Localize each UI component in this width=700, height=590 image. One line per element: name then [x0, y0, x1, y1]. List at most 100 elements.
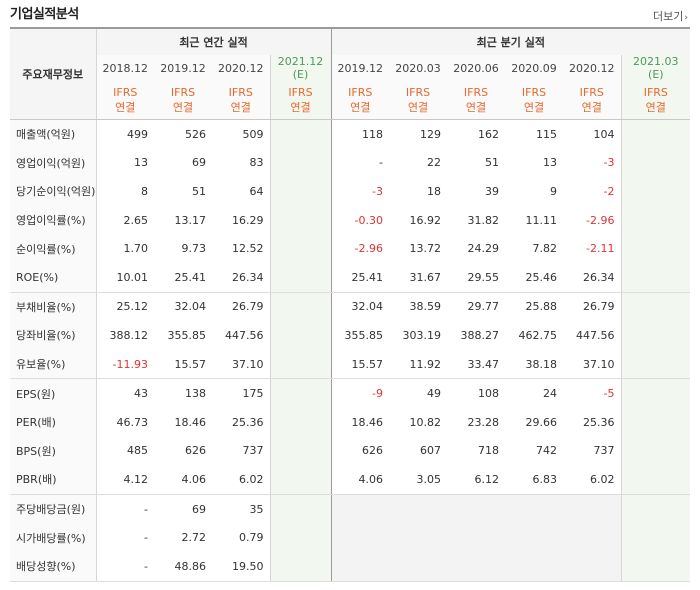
table-row: 부채비율(%) 25.12 32.04 26.79 32.04 38.59 29.77 25.… [10, 292, 691, 322]
value-cell: 25.41 [154, 262, 212, 293]
row-label: 유보율(%) [10, 349, 96, 380]
value-cell: 26.79 [583, 300, 615, 314]
ifrs-label: IFRS [170, 86, 196, 99]
value-cell [620, 148, 691, 178]
value-cell: - [95, 551, 154, 582]
value-cell: 742 [536, 444, 558, 458]
value-cell [505, 523, 564, 552]
value-cell: 9.73 [181, 242, 207, 256]
value-cell: 29.66 [525, 415, 558, 429]
value-cell: -9 [330, 378, 390, 408]
value-cell [447, 551, 506, 582]
value-cell: 29.77 [467, 300, 500, 314]
value-cell: 129 [420, 127, 442, 141]
value-cell: 118 [330, 119, 390, 149]
period-label: 2020.12 [218, 61, 264, 75]
more-link-label: 더보기 [653, 10, 684, 23]
quarter-period-1: 2020.03 [389, 55, 448, 81]
value-cell: -0.30 [330, 205, 390, 235]
value-cell: 18.46 [174, 415, 207, 429]
table-row: BPS(원) 485 626 737 626 607 718 742 737 [10, 436, 691, 466]
value-cell: 69 [192, 156, 206, 170]
value-cell: 25.41 [330, 262, 390, 293]
value-cell: 607 [420, 444, 442, 458]
value-cell: 33.47 [447, 349, 506, 380]
more-link[interactable]: 더보기› [653, 8, 688, 24]
value-cell [620, 321, 691, 350]
value-cell [269, 378, 332, 408]
value-cell [620, 465, 691, 495]
table-row: 배당성향(%) -48.86 19.50 [10, 551, 691, 582]
value-cell: 51 [485, 156, 500, 170]
value-cell: 43 [95, 378, 154, 408]
value-cell: 115 [536, 127, 558, 141]
value-cell: 32.04 [174, 300, 207, 314]
value-cell: 13.17 [174, 213, 207, 227]
period-label: 2020.03 [395, 61, 441, 75]
value-cell: 626 [185, 444, 206, 458]
value-cell: 718 [478, 444, 500, 458]
value-cell: 626 [330, 436, 390, 466]
value-cell: 462.75 [518, 328, 558, 342]
value-cell [269, 523, 332, 552]
row-label: BPS(원) [10, 436, 96, 466]
table-row: 영업이익률(%) 2.65 13.17 16.29 -0.30 16.92 31.82 11.… [10, 205, 691, 235]
value-cell: 24.29 [467, 242, 500, 256]
value-cell: 13 [543, 156, 558, 170]
value-cell: 0.79 [239, 531, 264, 545]
value-cell [269, 436, 332, 466]
ifrs-label: IFRS [643, 86, 668, 99]
value-cell: 48.86 [154, 551, 212, 582]
value-cell: 29.55 [447, 262, 506, 293]
value-cell [269, 205, 332, 235]
period-label: 2018.12 [102, 61, 149, 75]
row-label: PER(배) [10, 407, 96, 437]
value-cell: -3 [330, 177, 390, 206]
table-row: EPS(원) 43 138 175 -9 49 108 24 -5 [10, 378, 691, 408]
period-label: 2021.03 [633, 55, 679, 68]
value-cell [620, 119, 691, 149]
value-cell [620, 436, 691, 466]
quarter-period-3: 2020.09 [505, 55, 564, 81]
table-row: PBR(배) 4.12 4.06 6.02 4.06 3.05 6.12 6.83 6.02 [10, 465, 691, 495]
value-cell: 11.11 [525, 213, 558, 227]
value-cell: 355.85 [330, 321, 390, 350]
table-row: PER(배) 46.73 18.46 25.36 18.46 10.82 23.28 29.6… [10, 407, 691, 437]
ifrs-label: IFRS [521, 86, 547, 99]
value-cell: 7.82 [532, 242, 558, 256]
value-cell: -11.93 [95, 349, 154, 380]
value-cell [269, 551, 332, 582]
value-cell: 25.12 [95, 292, 154, 322]
table-row: 유보율(%) -11.93 15.57 37.10 15.57 11.92 33.47 38.… [10, 349, 691, 380]
label-column-header: 주요재무정보 [10, 27, 96, 120]
estimate-mark: (E) [292, 68, 309, 81]
value-cell: 15.57 [154, 349, 212, 380]
annual-period-0: 2018.12 [95, 55, 154, 81]
table-row: 매출액(억원) 499 526 509 118 129 162 115 104 [10, 119, 691, 149]
ifrs-label: IFRS [405, 86, 431, 99]
value-cell [330, 523, 390, 552]
value-cell: 6.02 [212, 465, 270, 495]
value-cell: 388.12 [95, 321, 154, 350]
value-cell [620, 494, 691, 524]
value-cell: 303.19 [402, 328, 442, 342]
ifrs-label: IFRS [348, 86, 373, 99]
value-cell [620, 205, 691, 235]
accounting-basis-quarter-5: IFRS 연결 [620, 81, 691, 120]
value-cell [447, 494, 506, 524]
value-cell [269, 321, 332, 350]
consolidated-label: 연결 [350, 101, 371, 114]
value-cell [620, 234, 691, 263]
table-row: 주당배당금(원) - 69 35 [10, 494, 691, 524]
row-label: EPS(원) [10, 378, 96, 408]
ifrs-label: IFRS [228, 86, 253, 99]
value-cell: 526 [185, 127, 206, 141]
value-cell: 64 [249, 184, 264, 198]
value-cell: 108 [478, 387, 500, 401]
row-label: 배당성향(%) [10, 551, 96, 582]
value-cell: 509 [242, 127, 264, 141]
quarter-period-5: 2021.03 (E) [620, 55, 691, 81]
value-cell: 6.83 [505, 465, 564, 495]
row-label: 순이익률(%) [10, 234, 96, 263]
value-cell: 16.92 [409, 213, 442, 227]
